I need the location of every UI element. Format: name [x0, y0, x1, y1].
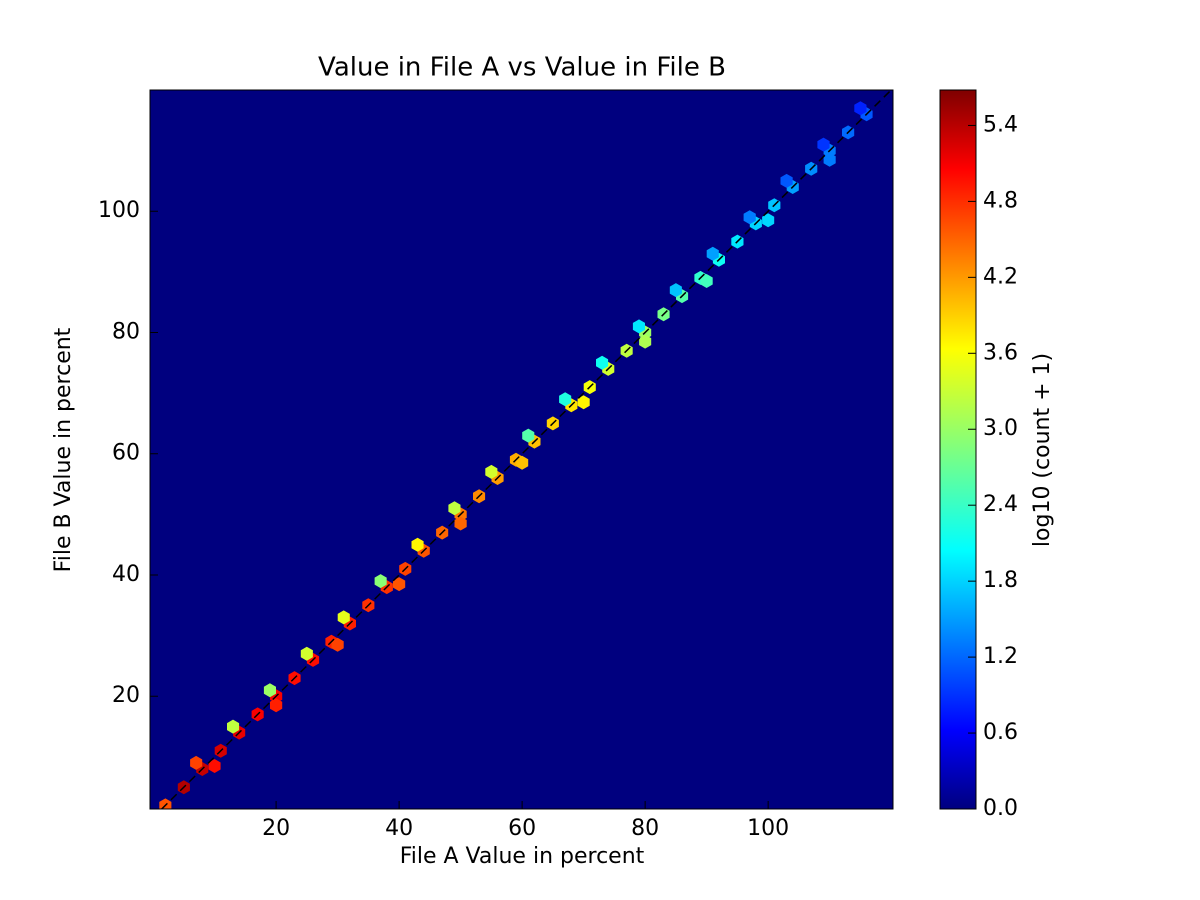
plot-frame: [149, 89, 894, 810]
hex-cell: [331, 637, 344, 652]
colorbar: [939, 89, 977, 810]
hex-cell: [639, 334, 652, 349]
hex-cell: [263, 683, 276, 698]
x-tick-label: 20: [262, 816, 290, 841]
colorbar-tick-label: 0.0: [983, 796, 1018, 821]
plot-area: [150, 90, 893, 809]
hex-cell: [854, 101, 867, 116]
hex-cell: [817, 137, 830, 152]
hex-cell: [823, 152, 836, 167]
colorbar-tick-label: 5.4: [983, 112, 1018, 137]
hex-cell: [516, 455, 529, 470]
hex-cell: [374, 574, 387, 589]
hex-cell: [190, 755, 203, 770]
x-tick-label: 60: [508, 816, 536, 841]
colorbar-tick-label: 3.0: [983, 416, 1018, 441]
y-tick-label: 60: [112, 441, 140, 466]
hex-cell: [780, 173, 793, 188]
y-tick-label: 20: [112, 683, 140, 708]
chart-title: Value in File A vs Value in File B: [318, 53, 726, 83]
hex-cell: [227, 719, 240, 734]
hex-cell: [485, 464, 498, 479]
hex-cell: [208, 759, 221, 773]
hex-cell: [411, 537, 424, 552]
hex-cell: [270, 698, 283, 713]
hex-cell: [743, 210, 756, 225]
hex-cell: [159, 798, 172, 809]
colorbar-tick-label: 3.6: [983, 340, 1018, 365]
colorbar-tick-label: 4.8: [983, 188, 1018, 213]
colorbar-tick-label: 1.2: [983, 644, 1018, 669]
colorbar-tick-label: 2.4: [983, 492, 1018, 517]
hex-cell: [577, 395, 590, 410]
reference-line: [161, 90, 892, 809]
hex-cell: [669, 283, 682, 298]
hex-cell: [559, 392, 572, 407]
y-axis-label: File B Value in percent: [51, 327, 76, 572]
hex-cell: [522, 428, 535, 443]
y-tick-label: 100: [98, 198, 140, 223]
hex-cell: [448, 501, 461, 516]
hex-cell: [300, 646, 313, 661]
hex-cell: [393, 577, 406, 592]
y-tick-label: 40: [112, 562, 140, 587]
colorbar-tick-label: 0.6: [983, 720, 1018, 745]
x-tick-label: 80: [631, 816, 659, 841]
x-axis-label: File A Value in percent: [400, 844, 645, 869]
x-tick-label: 40: [385, 816, 413, 841]
x-tick-label: 100: [747, 816, 789, 841]
plot-background: [150, 90, 893, 809]
colorbar-tick-label: 4.2: [983, 264, 1018, 289]
hex-cell: [706, 246, 719, 261]
hex-cell: [337, 610, 350, 625]
colorbar-tick-label: 1.8: [983, 568, 1018, 593]
hex-cell: [596, 355, 609, 370]
colorbar-label: log10 (count + 1): [1030, 353, 1055, 547]
hex-cell: [762, 213, 775, 228]
hex-cell: [700, 274, 713, 288]
y-tick-label: 80: [112, 319, 140, 344]
hex-cell: [632, 319, 645, 334]
hex-cell: [454, 516, 467, 531]
